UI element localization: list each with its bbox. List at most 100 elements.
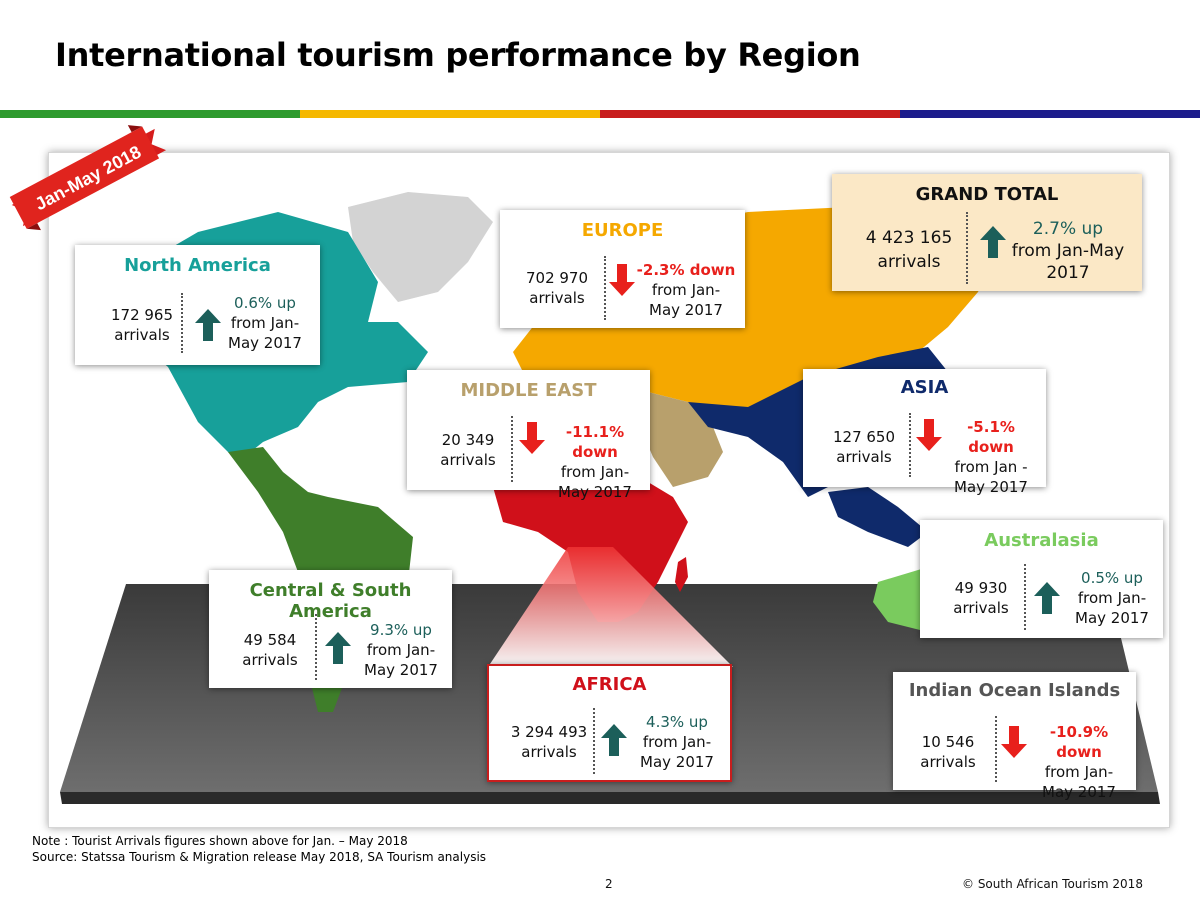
change-line-2: May 2017 — [1075, 609, 1149, 627]
change-text: 4.3% up from Jan- May 2017 — [633, 712, 721, 772]
change-line-1: from Jan- — [1077, 589, 1147, 607]
change-line-2: May 2017 — [640, 753, 714, 771]
arrivals-unit: arrivals — [836, 448, 892, 466]
arrivals-unit: arrivals — [920, 753, 976, 771]
arrivals-unit: arrivals — [521, 743, 577, 761]
region-name: GRAND TOTAL — [915, 184, 1059, 205]
arrivals-value: 49 930 arrivals — [938, 578, 1024, 618]
down-arrow-icon — [916, 419, 942, 451]
arrivals-count: 127 650 — [832, 428, 896, 446]
down-arrow-icon — [609, 264, 635, 296]
change-line-1: from Jan- — [642, 733, 712, 751]
arrivals-value: 3 294 493 arrivals — [501, 722, 597, 762]
up-arrow-icon — [601, 724, 627, 756]
region-name: ASIA — [900, 377, 949, 398]
page-number: 2 — [605, 877, 613, 891]
region-box-asia: ASIA 127 650 arrivals -5.1% down from Ja… — [803, 369, 1046, 496]
arrivals-value: 49 584 arrivals — [227, 630, 313, 670]
arrivals-count: 702 970 — [525, 269, 589, 287]
arrivals-unit: arrivals — [242, 651, 298, 669]
region-name: Australasia — [984, 530, 1099, 551]
change-line-2: May 2017 — [228, 334, 302, 352]
period-ribbon: Jan-May 2018 — [9, 125, 167, 231]
arrivals-count: 10 546 — [921, 733, 975, 751]
region-box-grand-total: GRAND TOTAL 4 423 165 arrivals 2.7% up f… — [832, 174, 1142, 291]
region-box-africa: AFRICA 3 294 493 arrivals 4.3% up from J… — [487, 664, 732, 782]
change-percent: 0.6% up — [234, 294, 296, 312]
down-arrow-icon — [519, 422, 545, 454]
greenland-shape — [348, 192, 493, 302]
change-percent: -10.9% down — [1049, 723, 1109, 761]
change-line-1: from Jan - — [954, 458, 1028, 476]
region-box-indian-ocean-islands: Indian Ocean Islands 10 546 arrivals -10… — [893, 672, 1136, 801]
change-line-2: May 2017 — [954, 478, 1028, 496]
region-name: North America — [124, 255, 271, 276]
change-line-2: 2017 — [1046, 263, 1090, 283]
divider — [511, 416, 513, 482]
change-percent: -11.1% down — [565, 423, 625, 461]
arrivals-count: 4 423 165 — [865, 228, 953, 248]
arrivals-value: 20 349 arrivals — [425, 430, 511, 470]
arrivals-value: 127 650 arrivals — [821, 427, 907, 467]
divider — [604, 256, 606, 320]
change-line-1: from Jan- — [651, 281, 721, 299]
arrivals-unit: arrivals — [877, 252, 941, 272]
change-text: -2.3% down from Jan- May 2017 — [636, 260, 736, 320]
region-box-europe: EUROPE 702 970 arrivals -2.3% down from … — [500, 210, 745, 328]
arrivals-unit: arrivals — [114, 326, 170, 344]
change-text: 9.3% up from Jan- May 2017 — [357, 620, 445, 680]
africa-spotlight — [488, 547, 733, 667]
arrivals-count: 172 965 — [110, 306, 174, 324]
color-bar-red — [600, 110, 900, 118]
change-text: 0.5% up from Jan- May 2017 — [1068, 568, 1156, 628]
arrivals-value: 4 423 165 arrivals — [854, 226, 964, 274]
arrivals-value: 10 546 arrivals — [905, 732, 991, 772]
arrivals-value: 702 970 arrivals — [514, 268, 600, 308]
up-arrow-icon — [1034, 582, 1060, 614]
arrivals-unit: arrivals — [529, 289, 585, 307]
madagascar-shape — [675, 557, 688, 592]
down-arrow-icon — [1001, 726, 1027, 758]
region-name: MIDDLE EAST — [460, 380, 597, 401]
region-name: EUROPE — [581, 220, 664, 241]
up-arrow-icon — [325, 632, 351, 664]
change-percent: 0.5% up — [1081, 569, 1143, 587]
map-floor-edge — [60, 792, 1160, 804]
region-box-middle-east: MIDDLE EAST 20 349 arrivals -11.1% down … — [407, 370, 650, 501]
change-percent: 2.7% up — [1032, 219, 1104, 239]
change-percent: 4.3% up — [646, 713, 708, 731]
change-line-2: May 2017 — [364, 661, 438, 679]
divider — [1024, 564, 1026, 630]
change-text: -10.9% down from Jan- May 2017 — [1027, 722, 1131, 802]
arrivals-count: 49 930 — [954, 579, 1008, 597]
change-line-1: from Jan- — [560, 463, 630, 481]
change-line-2: May 2017 — [649, 301, 723, 319]
divider — [995, 716, 997, 782]
divider — [909, 413, 911, 477]
change-line-1: from Jan- — [366, 641, 436, 659]
asia-islands-shape — [828, 487, 928, 547]
arrivals-unit: arrivals — [440, 451, 496, 469]
change-text: -5.1% down from Jan - May 2017 — [943, 417, 1039, 497]
arrivals-count: 20 349 — [441, 431, 495, 449]
change-percent: 9.3% up — [370, 621, 432, 639]
page-title: International tourism performance by Reg… — [55, 36, 861, 74]
divider — [181, 293, 183, 353]
change-text: 0.6% up from Jan- May 2017 — [223, 293, 307, 353]
region-name: Indian Ocean Islands — [908, 680, 1121, 701]
arrivals-count: 49 584 — [243, 631, 297, 649]
change-line-1: from Jan-May — [1011, 241, 1125, 261]
change-percent: -5.1% down — [967, 418, 1015, 456]
change-text: 2.7% up from Jan-May 2017 — [1004, 218, 1132, 284]
change-line-2: May 2017 — [1042, 783, 1116, 801]
arrivals-unit: arrivals — [953, 599, 1009, 617]
footer-source: Source: Statssa Tourism & Migration rele… — [32, 850, 487, 864]
up-arrow-icon — [980, 226, 1006, 258]
up-arrow-icon — [195, 309, 221, 341]
change-line-1: from Jan- — [1044, 763, 1114, 781]
color-bar-yellow — [300, 110, 600, 118]
region-box-north-america: North America 172 965 arrivals 0.6% up f… — [75, 245, 320, 365]
copyright: © South African Tourism 2018 — [962, 877, 1143, 891]
footer-note: Note : Tourist Arrivals figures shown ab… — [32, 834, 408, 848]
change-text: -11.1% down from Jan- May 2017 — [543, 422, 647, 502]
